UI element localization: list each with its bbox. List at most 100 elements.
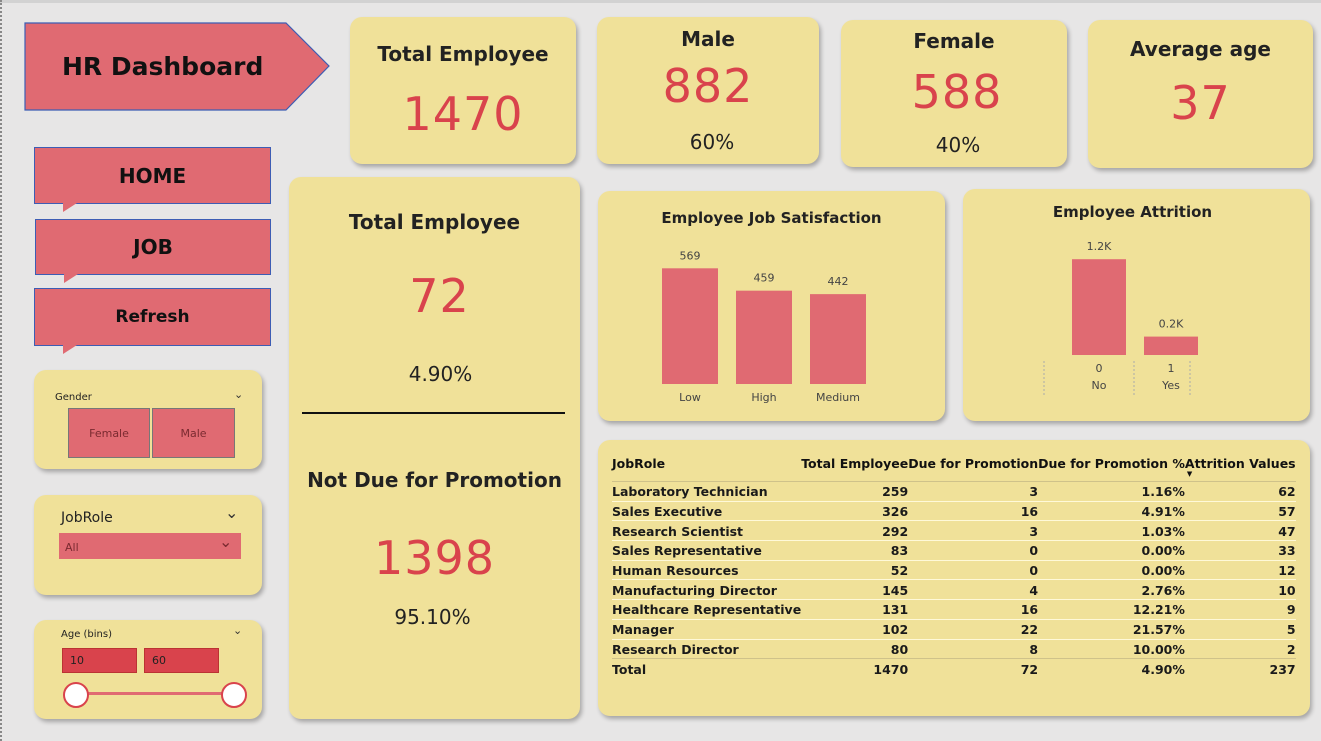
gender-option-male[interactable]: Male	[152, 408, 235, 458]
kpi-value: 588	[911, 65, 1003, 119]
table-cell: 4.91%	[1038, 500, 1185, 521]
table-cell: 326	[801, 500, 909, 521]
kpi-title: Male	[681, 27, 735, 51]
table-cell: 72	[908, 658, 1039, 679]
jobrole-slicer: JobRole ⌄ All ⌄	[34, 495, 262, 595]
table-cell: 0	[908, 540, 1039, 561]
table-cell: 0.00%	[1038, 540, 1185, 561]
header-arrow-shape	[24, 22, 330, 111]
kpi-female: Female 588 40%	[841, 20, 1067, 167]
age-min-input[interactable]: 10	[62, 648, 137, 673]
table-cell: Healthcare Representative	[612, 599, 802, 620]
table-cell: 9	[1184, 599, 1296, 620]
kpi-title: Total Employee	[377, 42, 549, 66]
kpi-value: 37	[1170, 76, 1231, 130]
bar	[1144, 336, 1198, 355]
table-cell: 2.76%	[1038, 579, 1185, 600]
bar	[662, 268, 718, 384]
table-cell: 5	[1184, 618, 1296, 639]
refresh-button[interactable]: Refresh	[34, 288, 271, 354]
job-button-label: JOB	[133, 235, 173, 259]
table-cell: 10.00%	[1038, 638, 1185, 659]
kpi-total-employee: Total Employee 1470	[350, 17, 576, 164]
callout-tail	[64, 274, 78, 283]
table-row: Sales Representative 83 0 0.00% 33	[612, 540, 1296, 561]
data-label: 442	[828, 275, 849, 288]
gender-slicer-label: Gender	[55, 392, 92, 403]
dashboard-title: HR Dashboard	[62, 52, 264, 81]
column-header-sorted[interactable]: Attrition Values ▼	[1184, 454, 1296, 482]
bar	[1072, 259, 1126, 355]
attrition-chart: 1.2K 0 No 0.2K 1 Yes	[1043, 240, 1198, 395]
table-cell: Sales Executive	[612, 500, 802, 521]
job-button[interactable]: JOB	[35, 219, 271, 283]
kpi-male: Male 882 60%	[597, 17, 819, 164]
x-tick-label: 1	[1168, 362, 1175, 375]
job-satisfaction-chart: 569 Low 459 High 442 Medium	[662, 249, 866, 404]
gender-slicer: Gender ⌄ Female Male	[34, 370, 262, 469]
promotion-card: Total Employee 72 4.90% Not Due for Prom…	[289, 177, 580, 719]
data-label: 459	[754, 272, 775, 285]
data-label: 0.2K	[1159, 318, 1184, 331]
column-header[interactable]: JobRole	[612, 454, 802, 482]
chevron-down-icon[interactable]: ⌄	[233, 624, 243, 637]
table-cell: 2	[1184, 638, 1296, 659]
table-cell: 3	[908, 481, 1039, 502]
table-row: Sales Executive 326 16 4.91% 57	[612, 500, 1296, 521]
chevron-down-icon[interactable]: ⌄	[234, 388, 244, 401]
jobrole-table: JobRole Total Employee Due for Promotion…	[612, 454, 1296, 679]
x-tick-label: Yes	[1161, 379, 1180, 392]
callout-tail	[63, 203, 77, 212]
table-cell: Research Director	[612, 638, 802, 659]
age-slider-max-handle[interactable]	[221, 682, 247, 708]
table-cell: 0.00%	[1038, 559, 1185, 580]
table-cell: Laboratory Technician	[612, 481, 802, 502]
chart-title: Employee Job Satisfaction	[661, 209, 882, 227]
table-cell: 4	[908, 579, 1039, 600]
table-cell: 33	[1184, 540, 1296, 561]
table-cell: 16	[908, 599, 1039, 620]
column-header[interactable]: Due for Promotion	[908, 454, 1039, 482]
table-row: Research Scientist 292 3 1.03% 47	[612, 520, 1296, 541]
chevron-down-icon[interactable]: ⌄	[225, 503, 239, 522]
x-tick-label: Low	[679, 391, 701, 404]
table-cell: 83	[801, 540, 909, 561]
table-cell: Manufacturing Director	[612, 579, 802, 600]
home-button[interactable]: HOME	[34, 147, 271, 212]
table-cell: 57	[1184, 500, 1296, 521]
due-promotion-value: 72	[409, 269, 470, 323]
table-cell: 47	[1184, 520, 1296, 541]
table-cell: 80	[801, 638, 909, 659]
gender-option-female[interactable]: Female	[68, 408, 150, 458]
bar	[736, 290, 792, 384]
not-due-promotion-percent: 95.10%	[394, 605, 471, 629]
table-cell: 62	[1184, 481, 1296, 502]
age-slider-min-handle[interactable]	[63, 682, 89, 708]
jobrole-table-card: JobRole Total Employee Due for Promotion…	[598, 440, 1310, 716]
column-header[interactable]: Total Employee	[801, 454, 909, 482]
age-slicer: Age (bins) ⌄ 10 60	[34, 620, 262, 719]
kpi-average-age: Average age 37	[1088, 20, 1313, 168]
age-max-input[interactable]: 60	[144, 648, 219, 673]
sort-descending-icon: ▼	[1186, 470, 1193, 478]
kpi-value: 1470	[402, 87, 524, 141]
column-header[interactable]: Due for Promotion %	[1038, 454, 1185, 482]
table-row: Manager 102 22 21.57% 5	[612, 618, 1296, 639]
kpi-title: Average age	[1130, 37, 1271, 61]
due-promotion-title: Total Employee	[348, 210, 521, 234]
jobrole-dropdown[interactable]: All ⌄	[59, 532, 241, 559]
table-cell: 237	[1184, 658, 1296, 679]
table-cell: 52	[801, 559, 909, 580]
table-cell: Manager	[612, 618, 802, 639]
table-cell: 21.57%	[1038, 618, 1185, 639]
table-row: Laboratory Technician 259 3 1.16% 62	[612, 481, 1296, 502]
attrition-chart-card: Employee Attrition 1.2K 0 No 0.2K 1 Yes	[963, 189, 1310, 421]
age-slider-track[interactable]	[76, 692, 234, 695]
refresh-button-label: Refresh	[115, 307, 190, 327]
age-min-value: 10	[70, 654, 84, 667]
bar	[810, 294, 866, 384]
data-label: 1.2K	[1087, 240, 1112, 253]
table-cell: 292	[801, 520, 909, 541]
jobrole-slicer-label: JobRole	[61, 510, 113, 526]
x-tick-label: 0	[1096, 362, 1103, 375]
